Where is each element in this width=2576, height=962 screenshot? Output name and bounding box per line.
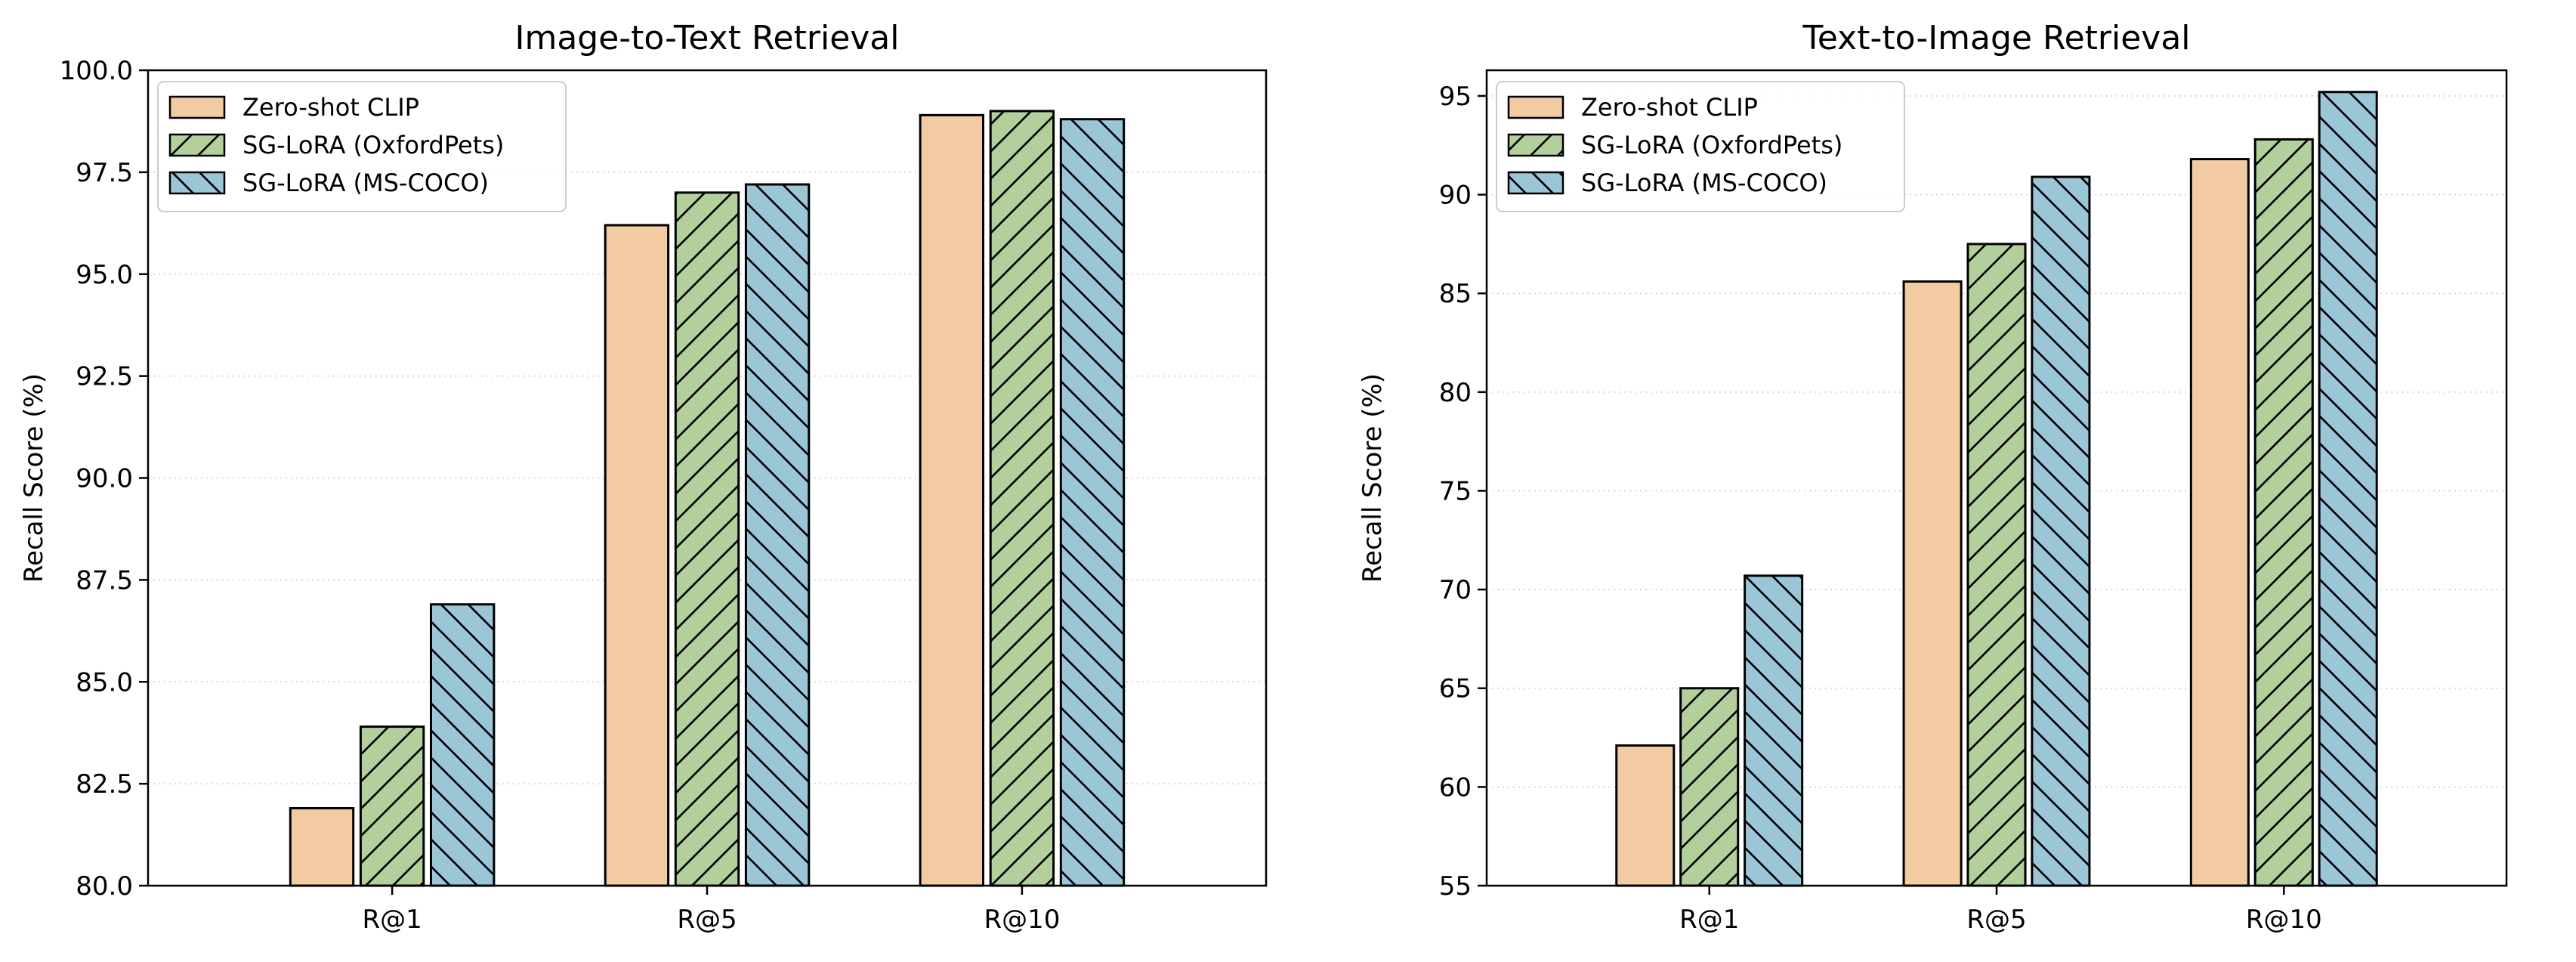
bar-sg-lora-ms-coco-r5-hatch	[746, 184, 809, 886]
bar-sg-lora-oxfordpets-r1-hatch	[1680, 688, 1738, 886]
y-tick-label: 85.0	[76, 667, 133, 698]
legend-swatch-hatch	[170, 172, 224, 193]
legend-swatch	[170, 97, 224, 118]
bar-zero-shot-clip-r5	[605, 225, 669, 886]
legend-swatch-hatch	[1509, 172, 1563, 193]
legend-swatch-edge	[168, 133, 226, 157]
bar-sg-lora-oxfordpets-r10-hatch	[990, 110, 1054, 886]
x-tick-label: R@1	[362, 905, 422, 935]
bar-sg-lora-ms-coco-r5-hatch	[2031, 177, 2090, 886]
x-tick-label: R@10	[984, 905, 1060, 935]
legend-entry: SG-LoRA (MS-COCO)	[1507, 169, 1827, 197]
bar-sg-lora-oxfordpets-r5-hatch	[1967, 243, 2026, 886]
y-tick-label: 85	[1439, 279, 1472, 309]
chart-panel-1: 80.0 82.5 85.0 87.5 90.0 92.5 95.0 97.5 100.0 R@1…	[19, 19, 1268, 935]
legend-entry: SG-LoRA (MS-COCO)	[168, 169, 489, 197]
y-axis-label: Recall Score (%)	[19, 373, 49, 583]
y-tick-label: 100.0	[60, 56, 133, 86]
bar-sg-lora-ms-coco-r1-hatch	[1744, 575, 1802, 886]
x-tick-label: R@5	[1966, 905, 2026, 935]
y-tick-label: 80	[1439, 378, 1472, 408]
bar-sg-lora-ms-coco-r1-hatch	[431, 604, 494, 886]
legend: Zero-shot CLIP SG-LoRA (OxfordPets) SG-LoR…	[1496, 81, 1905, 212]
bar-sg-lora-oxfordpets-r1-hatch	[360, 726, 424, 886]
y-tick-label: 95.0	[76, 260, 133, 290]
y-tick-label: 60	[1439, 772, 1472, 803]
legend-label: SG-LoRA (MS-COCO)	[1581, 169, 1827, 197]
bar-zero-shot-clip-r5	[1904, 281, 1962, 886]
bar-sg-lora-oxfordpets-r10-hatch	[2255, 139, 2313, 886]
x-tick-label: R@5	[677, 905, 737, 935]
legend-swatch-edge	[168, 171, 226, 195]
legend-swatch	[1509, 97, 1563, 118]
bar-zero-shot-clip-r1	[290, 808, 354, 886]
y-tick-label: 92.5	[76, 362, 133, 392]
legend: Zero-shot CLIP SG-LoRA (OxfordPets) SG-LoR…	[157, 81, 567, 212]
y-tick-label: 95	[1439, 82, 1472, 112]
y-tick-label: 90.0	[76, 464, 133, 494]
bar-sg-lora-ms-coco-r10-hatch	[1061, 119, 1124, 886]
chart-title: Text-to-Image Retrieval	[1802, 19, 2190, 57]
y-tick-label: 65	[1439, 674, 1472, 704]
legend-label: Zero-shot CLIP	[1581, 93, 1758, 122]
y-tick-label: 75	[1439, 476, 1472, 506]
legend-entry: SG-LoRA (OxfordPets)	[1507, 131, 1842, 159]
chart-title: Image-to-Text Retrieval	[514, 19, 899, 57]
bar-zero-shot-clip-r10	[2191, 159, 2249, 886]
y-tick-label: 80.0	[76, 871, 133, 902]
chart-panel-2: 55 60 65 70 75 80 85 90 95 R@1 R@5 R@10 Text-to-Imag…	[1357, 19, 2508, 935]
y-axis-label: Recall Score (%)	[1357, 373, 1388, 583]
legend-swatch-edge	[1507, 95, 1564, 119]
legend-box	[157, 81, 567, 212]
legend-swatch-edge	[1507, 171, 1564, 195]
y-tick-label: 55	[1439, 871, 1472, 902]
bar-zero-shot-clip-r10	[920, 115, 984, 886]
legend-swatch-edge	[1507, 133, 1564, 157]
legend-swatch-hatch	[170, 135, 224, 156]
legend-entry: SG-LoRA (OxfordPets)	[168, 131, 504, 159]
bar-zero-shot-clip-r1	[1616, 745, 1674, 886]
legend-swatch-edge	[168, 95, 226, 119]
legend-entry: Zero-shot CLIP	[1507, 93, 1758, 122]
y-tick-label: 97.5	[76, 158, 133, 188]
y-tick-label: 87.5	[76, 565, 133, 595]
legend-swatch-hatch	[1509, 135, 1563, 156]
legend-label: SG-LoRA (OxfordPets)	[242, 131, 504, 159]
legend-box	[1496, 81, 1905, 212]
x-tick-label: R@10	[2246, 905, 2322, 935]
y-tick-label: 70	[1439, 575, 1472, 605]
y-tick-label: 82.5	[76, 769, 133, 800]
legend-label: SG-LoRA (OxfordPets)	[1581, 131, 1842, 159]
bar-sg-lora-oxfordpets-r5-hatch	[675, 192, 739, 886]
bar-sg-lora-ms-coco-r10-hatch	[2319, 91, 2377, 886]
legend-entry: Zero-shot CLIP	[168, 93, 419, 122]
y-tick-label: 90	[1439, 181, 1472, 211]
legend-label: Zero-shot CLIP	[242, 93, 419, 122]
x-tick-label: R@1	[1679, 905, 1739, 935]
legend-label: SG-LoRA (MS-COCO)	[242, 169, 489, 197]
